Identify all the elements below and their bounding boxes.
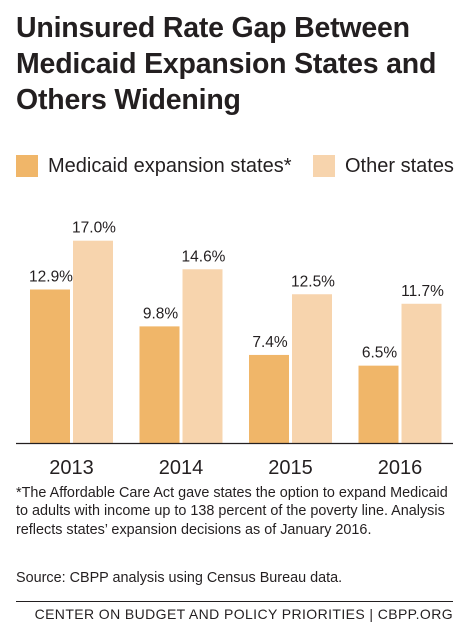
bar-expansion-2015 — [249, 354, 289, 443]
footnote: *The Affordable Care Act gave states the… — [16, 485, 448, 538]
legend-swatch-expansion — [16, 155, 38, 177]
footer-divider — [16, 601, 453, 602]
bar-expansion-2013 — [30, 289, 70, 443]
bar-chart: 12.9% 17.0% 2013 9.8% 14.6% 2014 7.4% 12.5% 2015… — [16, 220, 453, 479]
bar-other-2016 — [401, 303, 442, 443]
value-label-other-2014: 14.6% — [182, 248, 226, 265]
value-label-expansion-2014: 9.8% — [143, 305, 179, 322]
chart-title: Uninsured Rate Gap Between Medicaid Expa… — [16, 12, 437, 116]
legend-label-other: Other states — [345, 154, 454, 177]
bar-other-2013 — [73, 240, 113, 443]
value-label-expansion-2015: 7.4% — [252, 334, 288, 351]
x-tick-label-2013: 2013 — [49, 457, 94, 479]
value-label-other-2015: 12.5% — [291, 273, 335, 290]
value-label-other-2016: 11.7% — [401, 283, 444, 300]
legend-swatch-other — [313, 155, 335, 177]
bar-expansion-2016 — [358, 365, 399, 443]
bar-other-2014 — [182, 269, 223, 443]
source-note: Source: CBPP analysis using Census Burea… — [16, 570, 343, 586]
x-tick-label-2014: 2014 — [159, 457, 204, 479]
legend-label-expansion: Medicaid expansion states* — [48, 154, 292, 177]
legend: Medicaid expansion states* Other states — [16, 152, 456, 180]
bar-expansion-2014 — [139, 326, 180, 443]
bar-other-2015 — [292, 294, 332, 443]
value-label-expansion-2016: 6.5% — [362, 345, 398, 362]
legend-item-expansion: Medicaid expansion states* — [16, 152, 291, 180]
value-label-expansion-2013: 12.9% — [29, 268, 73, 285]
x-tick-label-2016: 2016 — [378, 457, 423, 479]
x-tick-label-2015: 2015 — [268, 457, 313, 479]
footer-credit: CENTER ON BUDGET AND POLICY PRIORITIES |… — [34, 606, 453, 622]
legend-item-other: Other states — [313, 152, 454, 180]
value-label-other-2013: 17.0% — [72, 220, 116, 237]
